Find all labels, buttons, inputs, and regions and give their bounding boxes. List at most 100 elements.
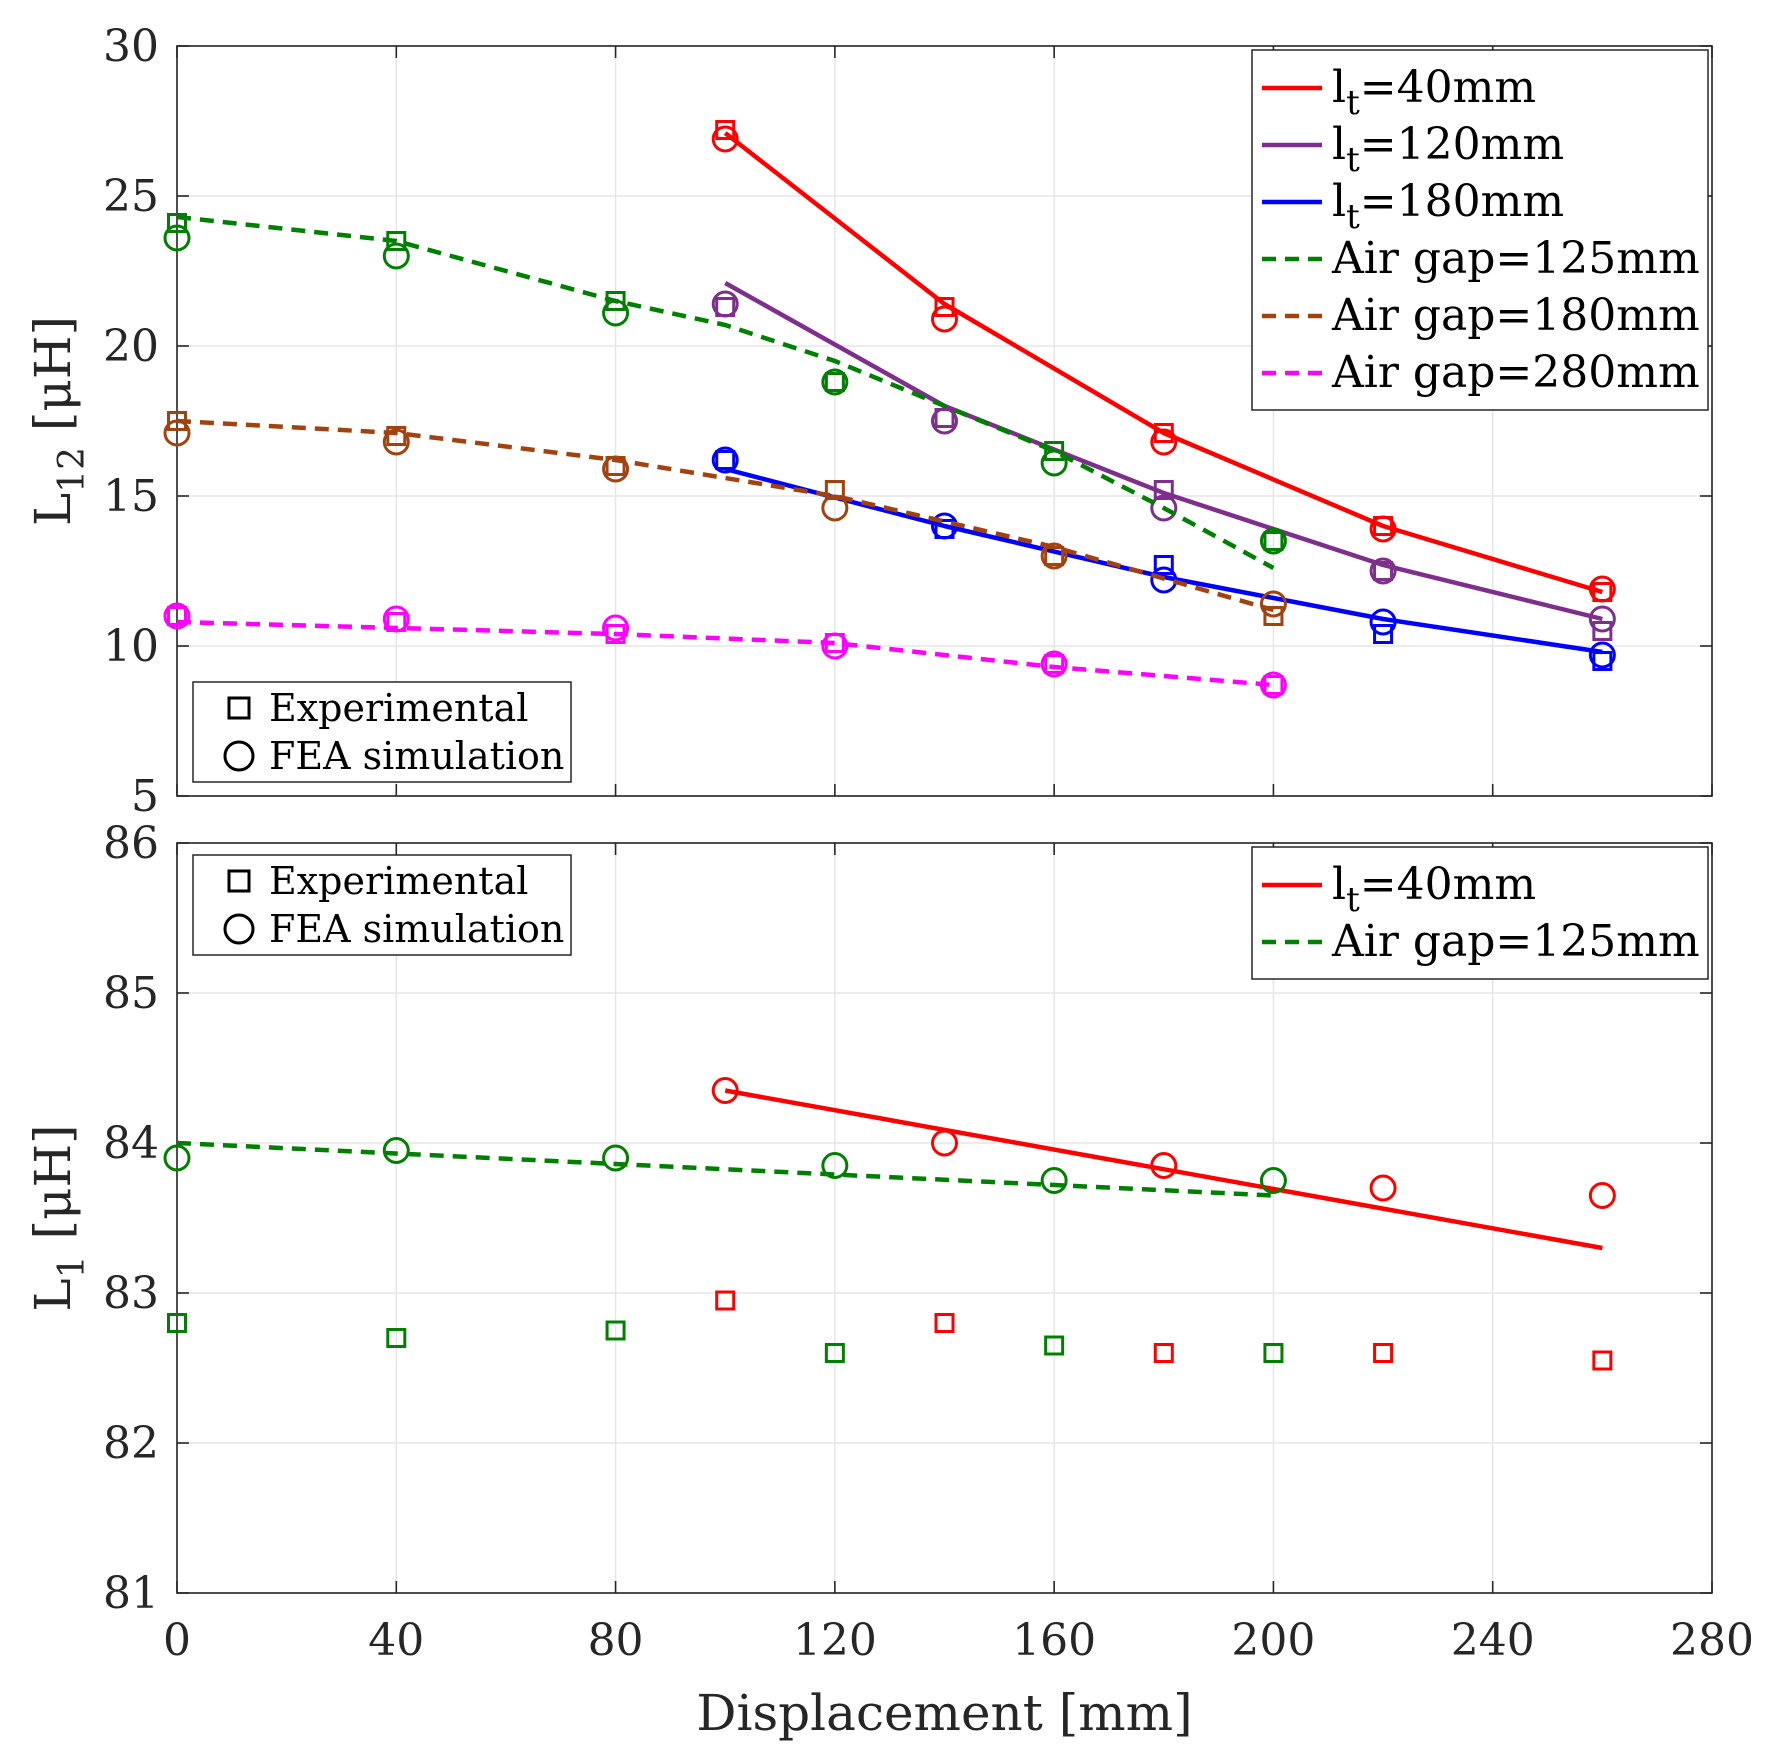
experimental-marker [1153, 1343, 1174, 1363]
fea-marker [1588, 641, 1616, 669]
legend-label: Air gap=125mm [1331, 916, 1700, 967]
y-tick-label: 81 [103, 1568, 159, 1619]
experimental-marker [1592, 1350, 1613, 1371]
y-tick-label: 25 [103, 171, 159, 222]
fea-marker [711, 125, 739, 153]
marker-legend-experimental: Experimental [269, 859, 528, 903]
y-tick-label: 10 [103, 621, 159, 672]
y-tick-label: 30 [103, 21, 159, 72]
fea-marker [163, 1144, 191, 1172]
experimental-legend-marker [227, 696, 251, 720]
fea-marker [821, 1152, 849, 1179]
legend-label: lt=40mm [1332, 62, 1536, 123]
legend-label-main: Air gap=280mm [1331, 347, 1700, 398]
experimental-marker [605, 624, 626, 644]
marker-legend-fea: FEA simulation [269, 907, 564, 951]
fea-marker [382, 1137, 410, 1164]
x-tick-label: 40 [368, 1615, 424, 1666]
series-4 [163, 213, 1287, 570]
fea-marker [602, 455, 630, 483]
fea-marker [931, 305, 958, 333]
legend-label-main: l [1332, 176, 1346, 227]
experimental-marker [1373, 624, 1394, 644]
y-axis-label-sub: 1 [52, 1255, 93, 1278]
y-tick-label: 83 [103, 1268, 159, 1319]
plot-area-frame [176, 842, 1713, 1594]
fea-marker [382, 605, 410, 633]
series-line [176, 214, 1275, 570]
legend-label-main: l [1332, 62, 1346, 113]
fea-marker [163, 419, 191, 447]
fea-marker [1040, 1167, 1068, 1194]
series-line [176, 418, 1275, 613]
fea-legend-marker [223, 740, 255, 772]
fea-marker [163, 602, 191, 630]
marker-legend-fea: FEA simulation [269, 734, 564, 778]
series-2 [711, 281, 1616, 641]
series-line [176, 619, 1274, 688]
fea-marker [1259, 1167, 1287, 1194]
y-tick-label: 84 [103, 1118, 159, 1169]
x-tick-label: 80 [588, 1615, 644, 1666]
x-tick-label: 160 [1012, 1615, 1096, 1666]
experimental-marker [1153, 480, 1174, 500]
legend-label-rest: =40mm [1360, 62, 1536, 113]
fea-marker [821, 494, 849, 522]
experimental-marker [1044, 1335, 1065, 1356]
fea-marker [1588, 575, 1616, 603]
experimental-marker [1044, 654, 1065, 674]
y-tick-label: 85 [103, 968, 159, 1019]
fea-marker [931, 1129, 958, 1157]
series-2 [163, 1137, 1287, 1363]
fea-marker [1588, 1182, 1616, 1209]
experimental-marker [1373, 1343, 1394, 1363]
series-legend-box [1251, 846, 1709, 980]
experimental-marker [605, 291, 626, 311]
fea-marker [163, 224, 191, 252]
fea-marker [931, 407, 958, 435]
fea-marker [1369, 1174, 1397, 1202]
fea-marker [1369, 608, 1397, 636]
fea-marker [1259, 590, 1287, 618]
series-line [724, 281, 1603, 622]
fea-marker [821, 368, 849, 396]
experimental-marker [1044, 546, 1065, 566]
experimental-legend-marker [227, 869, 251, 893]
fea-legend-marker [223, 913, 255, 945]
x-tick-label: 200 [1231, 1615, 1315, 1666]
legend-label-rest: =40mm [1360, 859, 1536, 910]
fea-marker [1369, 557, 1397, 585]
fea-marker [1369, 515, 1397, 543]
legend-label-rest: =180mm [1360, 176, 1564, 227]
fea-marker [711, 446, 739, 474]
legend-label: Air gap=280mm [1331, 347, 1700, 398]
legend-label-sub: t [1346, 83, 1360, 123]
fea-marker [1040, 449, 1068, 477]
experimental-marker [1153, 555, 1174, 575]
y-axis-label-sub: 12 [52, 447, 93, 493]
legend-label-sub: t [1346, 880, 1360, 920]
experimental-marker [386, 1328, 407, 1348]
experimental-marker [167, 1313, 187, 1333]
legend-label: Air gap=180mm [1331, 290, 1700, 341]
fea-marker [1259, 527, 1287, 555]
y-axis-label: L12 [μH] [24, 316, 93, 526]
fea-marker [1259, 671, 1287, 699]
y-axis-label-main: L [24, 493, 82, 526]
series-1 [711, 120, 1616, 603]
fea-marker [602, 1144, 630, 1172]
experimental-marker [167, 213, 187, 233]
legend-label-rest: =120mm [1360, 119, 1564, 170]
fea-marker [602, 299, 630, 327]
fea-marker [1150, 1152, 1178, 1179]
marker-legend-box [192, 854, 572, 956]
y-axis-label-unit: [μH] [24, 1124, 82, 1255]
legend-label-main: l [1332, 859, 1346, 910]
y-axis-label: L1 [μH] [24, 1124, 93, 1311]
series-line [724, 1088, 1603, 1251]
fea-marker [382, 428, 410, 456]
